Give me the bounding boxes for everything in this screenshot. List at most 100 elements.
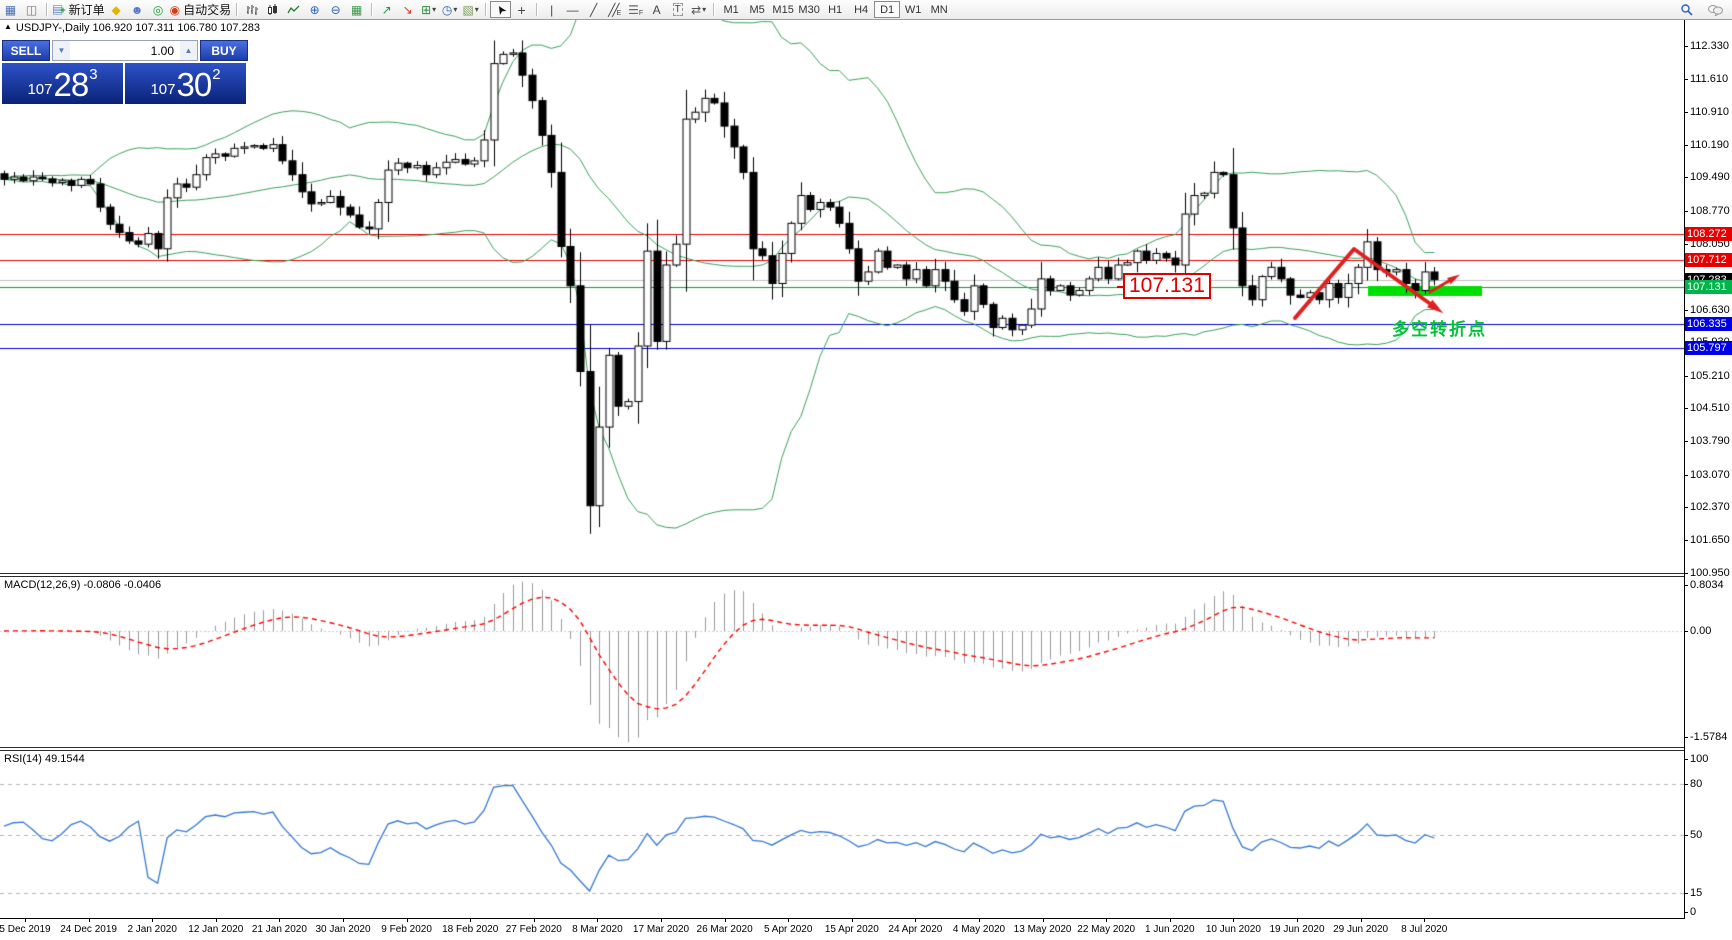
- date-label: 26 Mar 2020: [696, 924, 753, 935]
- new-chart-icon: ▦: [4, 2, 17, 17]
- date-axis[interactable]: 5 Dec 2019 24 Dec 2019 2 Jan 2020 12 Jan 20…: [0, 918, 1684, 940]
- symbol-ohlc-line: ▲ USDJPY-,Daily 106.920 107.311 106.780 1…: [4, 22, 260, 34]
- price-tick-mark: [1684, 309, 1688, 311]
- crosshair-tool-button[interactable]: +: [511, 1, 532, 18]
- sell-price-display[interactable]: 107 28 3: [2, 63, 123, 104]
- price-tick-label: 106.630: [1690, 303, 1730, 316]
- indicators-button[interactable]: ↗: [376, 1, 397, 18]
- date-tick-mark: [979, 918, 980, 922]
- timeframe-m15-button[interactable]: M15: [772, 3, 794, 16]
- timeframe-w1-button[interactable]: W1: [904, 3, 922, 16]
- timeframe-h1-button[interactable]: H1: [828, 3, 843, 16]
- metaeditor-button[interactable]: ◆: [106, 1, 127, 18]
- equidistant-channel-icon: ╱╱: [608, 2, 620, 17]
- autotrading-button[interactable]: ◉ 自动交易: [169, 1, 233, 18]
- indicator-tick-mark: [1684, 585, 1688, 586]
- volume-control: ▼ ▲: [52, 40, 198, 61]
- text-tool-button[interactable]: A: [646, 1, 667, 18]
- date-tick-mark: [1042, 918, 1044, 922]
- toolbar-separator: [713, 3, 715, 16]
- template-button[interactable]: ▧ ▾: [460, 1, 481, 18]
- date-label: 1 Jun 2020: [1145, 924, 1195, 935]
- terminal-icon: ☻: [130, 2, 144, 17]
- chart-preview-button[interactable]: ◫: [21, 1, 42, 18]
- main-chart-area[interactable]: [0, 20, 1684, 573]
- search-button[interactable]: [1676, 1, 1697, 18]
- date-tick-mark: [1424, 918, 1426, 922]
- panel-separator[interactable]: [0, 573, 1684, 577]
- vertical-line-tool-button[interactable]: |: [541, 1, 562, 18]
- price-tick-label: 110.910: [1690, 105, 1729, 118]
- date-tick-mark: [215, 918, 217, 922]
- date-tick-mark: [851, 918, 853, 922]
- new-order-button[interactable]: ▤+ 新订单: [51, 1, 106, 18]
- chat-button[interactable]: [1705, 1, 1726, 18]
- price-tick-mark: [1684, 375, 1688, 377]
- chevron-down-icon: ▾: [453, 5, 458, 14]
- tile-windows-button[interactable]: ▦: [346, 1, 367, 18]
- arrows-icon: ⇄: [691, 2, 702, 17]
- bar-chart-icon: [246, 4, 258, 15]
- timeframe-m1-button[interactable]: M1: [723, 3, 739, 16]
- text-label-tool-button[interactable]: T: [667, 1, 688, 18]
- turning-point-annotation[interactable]: 多空转折点: [1392, 320, 1487, 339]
- terminal-button[interactable]: ☻: [127, 1, 148, 18]
- channel-tool-button[interactable]: ╱╱ E: [608, 2, 622, 18]
- timeframe-m30-button[interactable]: M30: [798, 3, 820, 16]
- new-chart-button[interactable]: ▦: [0, 1, 21, 18]
- chart-marker-icon: ▲: [4, 22, 12, 31]
- date-tick-mark: [343, 918, 344, 922]
- zoom-out-button[interactable]: ⊖: [325, 1, 346, 18]
- price-tick-label: 104.510: [1690, 402, 1730, 415]
- candlestick-chart-button[interactable]: [262, 1, 283, 18]
- macd-panel[interactable]: [0, 577, 1684, 747]
- line-chart-button[interactable]: [283, 1, 304, 18]
- date-tick-mark: [915, 918, 917, 922]
- objects-list-button[interactable]: ↘: [397, 1, 418, 18]
- chevron-down-icon: ▾: [474, 5, 479, 14]
- volume-decrease-button[interactable]: ▼: [53, 41, 70, 60]
- volume-increase-button[interactable]: ▲: [180, 41, 197, 60]
- add-indicator-icon: ⊞: [421, 2, 432, 17]
- date-label: 19 Jun 2020: [1269, 924, 1325, 935]
- arrows-tool-button[interactable]: ⇄ ▾: [688, 1, 709, 18]
- chat-icon: [1708, 4, 1723, 16]
- rsi-panel[interactable]: [0, 751, 1684, 918]
- price-tick-label: 100.950: [1690, 566, 1730, 579]
- period-button[interactable]: ◷ ▾: [439, 1, 460, 18]
- cursor-tool-button[interactable]: ➤: [490, 1, 512, 18]
- buy-button[interactable]: BUY: [200, 40, 248, 61]
- date-label: 5 Apr 2020: [764, 924, 813, 935]
- date-tick-mark: [279, 918, 281, 922]
- timeframe-mn-button[interactable]: MN: [930, 3, 948, 16]
- indicator-axis-label: -1.5784: [1690, 731, 1728, 743]
- horizontal-line-tool-button[interactable]: —: [562, 1, 583, 18]
- signal-button[interactable]: ◎: [148, 1, 169, 18]
- date-label: 27 Feb 2020: [505, 924, 562, 935]
- fibonacci-icon: ☰: [628, 2, 639, 17]
- indicator-axis-label: 100: [1690, 753, 1709, 765]
- fibonacci-tool-button[interactable]: ☰ F: [628, 2, 644, 18]
- timeframe-h4-button[interactable]: H4: [854, 3, 869, 16]
- timeframe-group: M1 M5 M15 M30 H1 H4 D1 W1 MN: [718, 1, 952, 18]
- trendline-tool-button[interactable]: ╱: [583, 1, 604, 18]
- volume-input[interactable]: [70, 41, 180, 60]
- date-tick-mark: [88, 918, 90, 922]
- price-tick-label: 111.610: [1690, 73, 1729, 86]
- date-label: 30 Jan 2020: [315, 924, 371, 935]
- buy-price-display[interactable]: 107 30 2: [125, 63, 246, 104]
- buy-price-sup: 2: [212, 66, 221, 83]
- price-tick-mark: [1684, 474, 1688, 476]
- bar-chart-button[interactable]: [241, 1, 262, 18]
- trendline-icon: ╱: [590, 2, 598, 17]
- price-tick-label: 102.370: [1690, 501, 1730, 514]
- add-indicator-button[interactable]: ⊞ ▾: [418, 1, 439, 18]
- price-tick-label: 101.650: [1690, 534, 1730, 547]
- price-tick-mark: [1684, 540, 1688, 542]
- timeframe-d1-button[interactable]: D1: [874, 1, 901, 18]
- timeframe-m5-button[interactable]: M5: [749, 3, 765, 16]
- panel-separator[interactable]: [0, 747, 1684, 751]
- sell-button[interactable]: SELL: [2, 40, 50, 61]
- zoom-in-button[interactable]: ⊕: [304, 1, 325, 18]
- price-callout[interactable]: 107.131: [1117, 273, 1211, 299]
